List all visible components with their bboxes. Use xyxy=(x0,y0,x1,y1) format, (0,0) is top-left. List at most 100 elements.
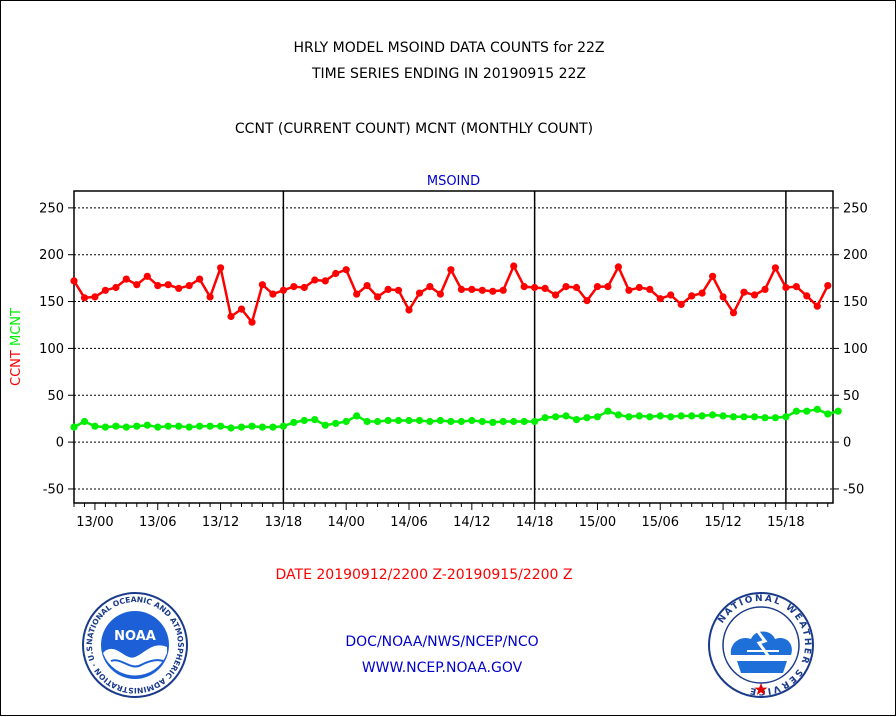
data-point-mcnt xyxy=(426,417,434,426)
y-tick-label: 150 xyxy=(39,295,64,310)
data-point-ccnt xyxy=(688,292,696,300)
data-point-ccnt xyxy=(447,266,455,274)
data-point-mcnt xyxy=(478,417,486,426)
data-point-mcnt xyxy=(562,412,570,420)
data-point-ccnt xyxy=(499,286,507,294)
plot-area-border xyxy=(73,190,834,504)
data-point-ccnt xyxy=(635,283,643,292)
data-point-mcnt xyxy=(824,410,832,418)
data-point-mcnt xyxy=(415,416,424,425)
data-point-ccnt xyxy=(761,285,769,293)
data-point-ccnt xyxy=(572,283,581,292)
x-tick-labels: 13/00 13/06 13/12 13/18 14/00 14/06 14/12 14/18… xyxy=(73,503,829,530)
data-point-mcnt xyxy=(112,422,120,430)
data-point-mcnt xyxy=(394,416,403,425)
series-ccnt xyxy=(70,262,832,326)
data-point-ccnt xyxy=(269,290,277,298)
data-point-mcnt xyxy=(761,414,769,422)
x-tick-label: 14/06 xyxy=(390,515,427,530)
data-point-ccnt xyxy=(133,281,141,289)
data-point-ccnt xyxy=(237,305,246,313)
y-tick-label-right: 50 xyxy=(843,389,860,404)
x-tick-label: 13/00 xyxy=(76,515,113,530)
data-point-mcnt xyxy=(625,413,633,421)
data-point-ccnt xyxy=(520,283,528,291)
data-point-mcnt xyxy=(70,423,78,431)
data-point-ccnt xyxy=(709,272,717,280)
data-point-mcnt xyxy=(499,417,507,426)
data-point-mcnt xyxy=(384,416,392,425)
website-link[interactable]: WWW.NCEP.NOAA.GOV xyxy=(361,660,523,676)
data-point-ccnt xyxy=(803,292,811,300)
data-point-ccnt xyxy=(698,289,706,297)
data-point-mcnt xyxy=(206,422,214,430)
data-point-ccnt xyxy=(614,263,623,271)
data-point-mcnt xyxy=(290,418,298,426)
y-tick-label: 0 xyxy=(56,436,64,451)
x-tick-label: 14/00 xyxy=(327,515,364,530)
data-point-ccnt xyxy=(667,291,675,299)
data-point-ccnt xyxy=(217,264,225,272)
data-point-ccnt xyxy=(740,288,748,296)
data-point-ccnt xyxy=(258,281,266,289)
data-point-ccnt xyxy=(552,291,560,299)
data-point-ccnt xyxy=(813,302,821,310)
data-point-ccnt xyxy=(541,284,549,292)
data-point-ccnt xyxy=(91,293,99,301)
data-point-ccnt xyxy=(426,283,434,291)
data-point-ccnt xyxy=(415,289,424,297)
data-point-ccnt xyxy=(300,283,308,292)
y-tick-label-right: 150 xyxy=(843,295,868,310)
data-point-mcnt xyxy=(279,422,287,430)
data-point-mcnt xyxy=(771,414,780,422)
y-tick-labels: -50 -50 0 0 50 50 100 100 150 150 200 200 250 250 xyxy=(39,201,868,497)
data-point-ccnt xyxy=(478,286,486,294)
data-point-ccnt xyxy=(196,275,204,283)
data-point-mcnt xyxy=(91,422,99,430)
nws-logo-icon: NATIONAL WEATHER SERVICE xyxy=(708,592,814,698)
noaa-logo-icon: NATIONAL OCEANIC AND ATMOSPHERIC ADMINIS… xyxy=(81,591,188,698)
data-point-ccnt xyxy=(101,286,109,294)
data-point-ccnt xyxy=(646,285,654,293)
y-tick-label-right: 250 xyxy=(843,201,868,216)
data-point-ccnt xyxy=(321,277,329,285)
x-tick-label: 15/00 xyxy=(579,515,616,530)
data-point-ccnt xyxy=(604,283,612,291)
data-point-mcnt xyxy=(729,413,738,421)
data-point-mcnt xyxy=(688,412,696,420)
data-point-ccnt xyxy=(80,294,89,302)
data-point-mcnt xyxy=(750,413,759,421)
data-point-ccnt xyxy=(363,282,371,290)
data-point-ccnt xyxy=(185,282,193,290)
x-tick-label: 13/18 xyxy=(265,515,302,530)
data-point-mcnt xyxy=(436,416,444,425)
x-tick-label: 15/18 xyxy=(767,515,804,530)
data-point-mcnt xyxy=(217,422,225,430)
data-point-mcnt xyxy=(646,413,654,421)
y-axis-label-mcnt: MCNT xyxy=(9,308,24,346)
data-point-mcnt xyxy=(593,413,602,421)
data-point-mcnt xyxy=(719,412,727,420)
day-boundary-lines xyxy=(282,191,787,503)
data-point-mcnt xyxy=(237,423,246,431)
data-point-ccnt xyxy=(457,285,465,293)
data-point-ccnt xyxy=(175,284,183,292)
data-point-mcnt xyxy=(677,412,685,420)
data-point-mcnt xyxy=(604,407,612,415)
y-tick-label: 250 xyxy=(39,201,64,216)
data-series xyxy=(70,262,842,432)
x-tick-label: 15/06 xyxy=(642,515,679,530)
x-tick-label: 14/12 xyxy=(453,515,490,530)
data-point-mcnt xyxy=(122,423,130,431)
data-point-ccnt xyxy=(824,282,832,290)
data-point-mcnt xyxy=(374,417,382,426)
data-point-mcnt xyxy=(489,418,497,426)
y-tick-label-right: -50 xyxy=(843,482,864,497)
data-point-mcnt xyxy=(656,412,664,420)
data-point-mcnt xyxy=(227,424,235,432)
data-point-mcnt xyxy=(269,423,277,431)
data-point-ccnt xyxy=(279,286,287,294)
data-point-mcnt xyxy=(457,417,465,426)
